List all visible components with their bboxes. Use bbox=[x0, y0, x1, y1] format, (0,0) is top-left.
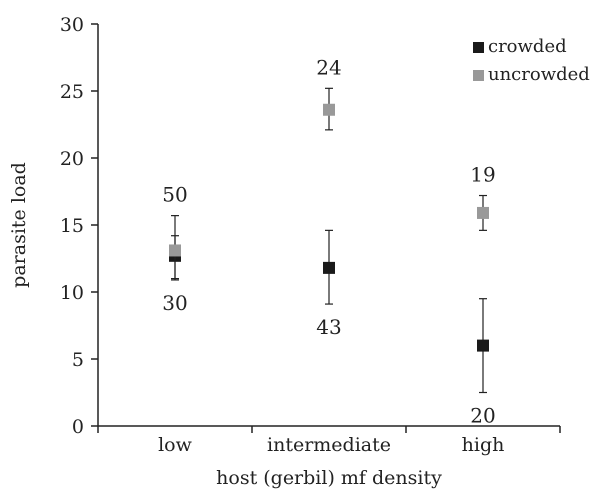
x-ticks: low intermediate high bbox=[97, 426, 561, 456]
legend-label-crowded: crowded bbox=[488, 36, 567, 57]
series-uncrowded: 50 24 19 bbox=[162, 55, 496, 280]
sample-size-label: 24 bbox=[316, 55, 341, 79]
series-crowded: 30 43 20 bbox=[162, 229, 496, 428]
y-tick-label: 30 bbox=[60, 14, 84, 36]
data-point-uncrowded bbox=[323, 103, 335, 116]
data-point-crowded bbox=[477, 339, 489, 352]
x-tick-label: low bbox=[158, 434, 193, 456]
x-tick-label: high bbox=[462, 434, 505, 456]
data-point-uncrowded bbox=[477, 206, 489, 219]
data-point-crowded bbox=[323, 261, 335, 274]
legend-label-uncrowded: uncrowded bbox=[488, 64, 590, 85]
legend-swatch-uncrowded bbox=[473, 70, 484, 81]
y-axis-title: parasite load bbox=[8, 162, 30, 288]
y-tick-label: 10 bbox=[60, 282, 84, 304]
plot-area: 30 43 20 50 24 19 bbox=[162, 55, 495, 427]
data-point-uncrowded bbox=[169, 244, 181, 257]
legend: crowded uncrowded bbox=[473, 36, 590, 85]
y-tick-label: 5 bbox=[72, 349, 84, 371]
sample-size-label: 50 bbox=[162, 183, 187, 207]
y-tick-label: 25 bbox=[60, 81, 84, 103]
sample-size-label: 20 bbox=[470, 404, 495, 428]
x-axis-title: host (gerbil) mf density bbox=[216, 467, 442, 489]
y-axis: 0 5 10 15 20 25 30 bbox=[60, 14, 99, 438]
y-tick-label: 0 bbox=[72, 416, 84, 438]
legend-swatch-crowded bbox=[473, 42, 484, 53]
y-tick-label: 15 bbox=[60, 215, 84, 237]
y-tick-label: 20 bbox=[60, 148, 84, 170]
y-ticks: 0 5 10 15 20 25 30 bbox=[60, 14, 98, 438]
sample-size-label: 43 bbox=[316, 315, 341, 339]
x-axis: low intermediate high bbox=[97, 425, 561, 456]
x-tick-label: intermediate bbox=[267, 434, 391, 456]
sample-size-label: 30 bbox=[162, 291, 187, 315]
sample-size-label: 19 bbox=[470, 163, 495, 187]
